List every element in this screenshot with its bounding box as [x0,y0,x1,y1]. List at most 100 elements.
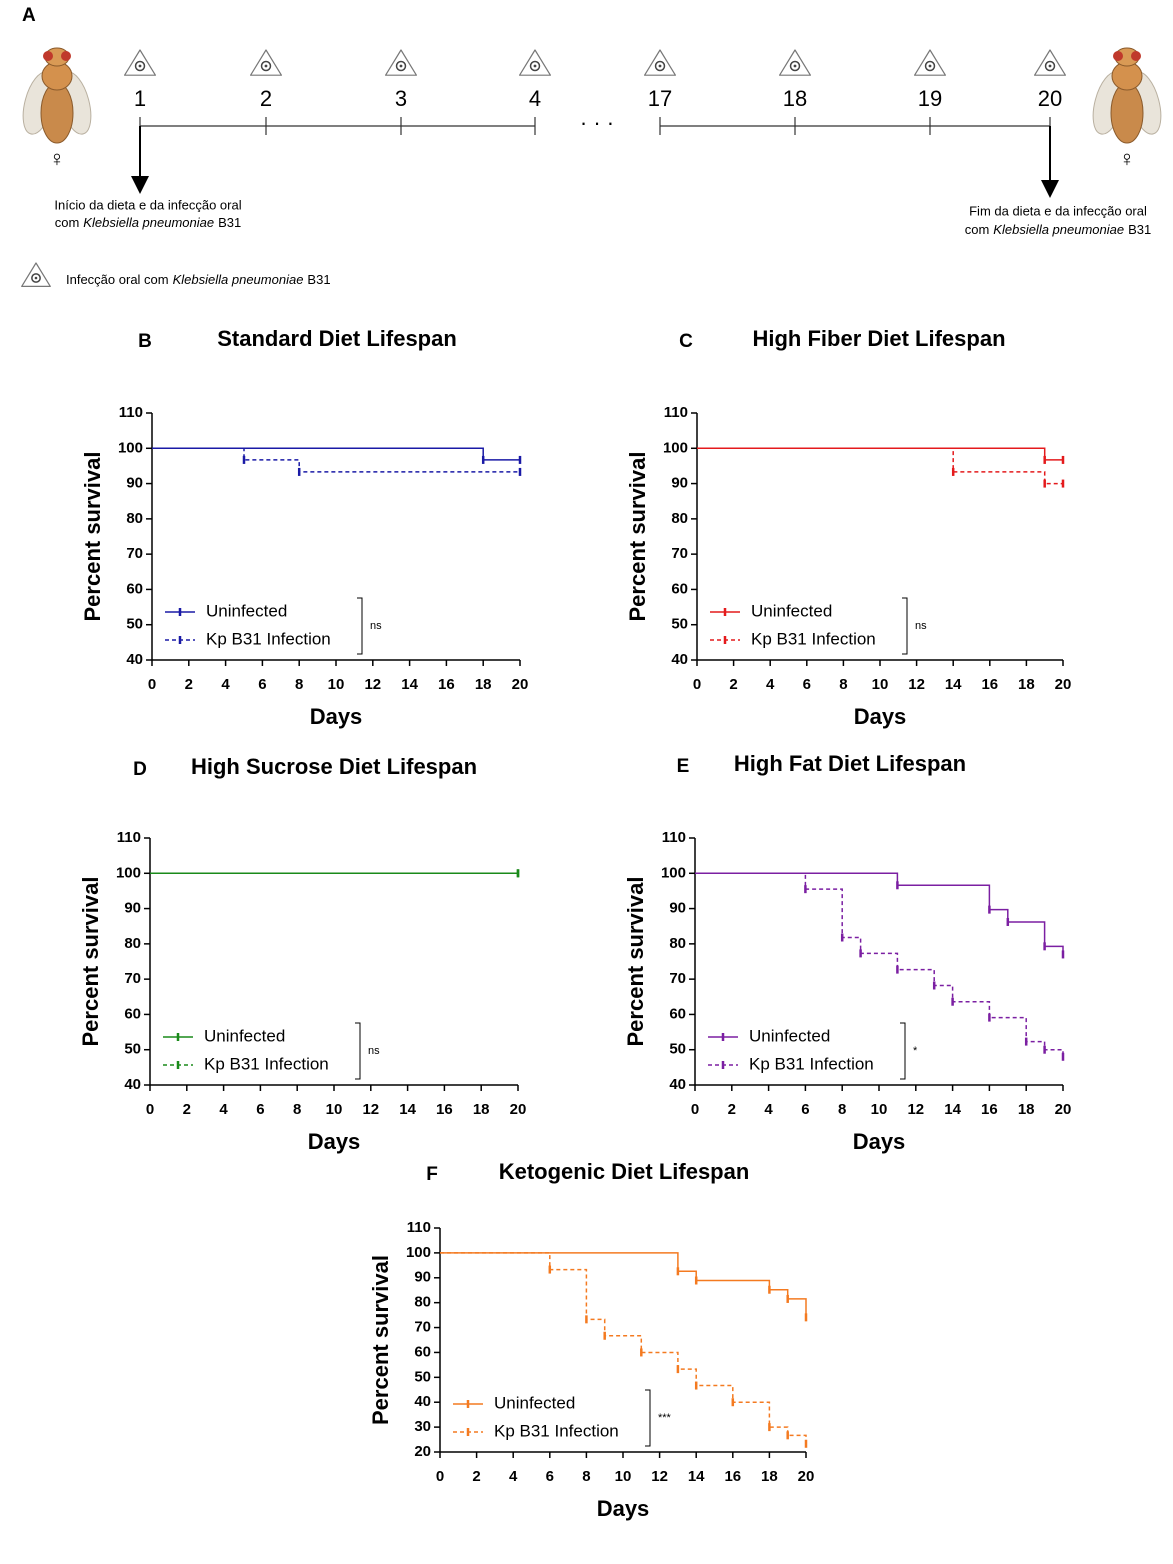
legend-label: Kp B31 Infection [749,1054,874,1073]
survival-line [440,1252,807,1318]
x-tick-label: 14 [401,676,418,693]
note-part: B31 [218,215,241,230]
y-tick-label: 40 [669,1076,686,1093]
biohazard-symbol [789,60,801,72]
x-tick-label: 10 [615,1468,632,1485]
x-tick-label: 16 [438,676,455,693]
x-axis-title: Days [308,1129,361,1154]
biohazard-symbol [533,64,537,68]
legend-label: Uninfected [206,601,287,620]
x-tick-label: 2 [183,1101,191,1118]
significance-bracket [357,597,363,655]
survival-line [695,872,1064,955]
female-symbol: ♀ [49,146,66,171]
x-tick-label: 2 [728,1101,736,1118]
biohazard-symbol [264,64,268,68]
significance-bracket [645,1389,651,1447]
x-tick-label: 10 [328,676,345,693]
biohazard-icon [1034,49,1066,76]
legend-label: Kp B31 Infection [751,629,876,648]
fly-eye [1131,51,1141,61]
y-tick-label: 30 [414,1418,431,1435]
day-label: 20 [1038,86,1062,111]
significance-bracket [900,1022,906,1080]
significance-label: *** [658,1412,672,1424]
y-tick-label: 70 [126,545,143,562]
biohazard-symbol [260,60,272,72]
biohazard-icon [385,49,417,76]
x-tick-label: 8 [582,1468,590,1485]
y-tick-label: 110 [119,404,143,421]
biohazard-symbol [399,64,403,68]
y-tick-label: 110 [664,404,688,421]
x-tick-label: 4 [764,1101,773,1118]
biohazard-symbol [134,60,146,72]
y-tick-label: 100 [661,864,686,881]
y-tick-label: 100 [118,439,143,456]
y-axis-title: Percent survival [78,877,103,1047]
y-tick-label: 90 [126,475,143,492]
y-tick-label: 80 [671,510,688,527]
x-axis-title: Days [310,704,363,729]
day-label: 3 [395,86,407,111]
y-tick-label: 60 [414,1343,431,1360]
y-tick-label: 40 [671,651,688,668]
biohazard-symbol [924,60,936,72]
x-tick-label: 18 [475,676,492,693]
x-tick-label: 18 [473,1101,490,1118]
x-tick-label: 0 [148,676,156,693]
fly-eye [43,51,53,61]
x-tick-label: 12 [908,676,925,693]
note-part: com [965,222,990,237]
y-tick-label: 50 [126,616,143,633]
x-tick-label: 10 [326,1101,343,1118]
x-tick-label: 16 [724,1468,741,1485]
female-symbol: ♀ [1119,146,1136,171]
x-tick-label: 18 [1018,676,1035,693]
x-tick-label: 2 [472,1468,480,1485]
chart-title: High Fiber Diet Lifespan [752,326,1005,351]
panel-label: B [138,331,152,352]
fly-eye [61,51,71,61]
x-tick-label: 20 [1055,676,1072,693]
x-tick-label: 0 [693,676,701,693]
y-tick-label: 70 [414,1319,431,1336]
x-axis-title: Days [853,1129,906,1154]
survival-line [697,447,1063,485]
y-tick-label: 80 [414,1294,431,1311]
panel-label: F [426,1164,438,1185]
x-tick-label: 0 [691,1101,699,1118]
note-part: Klebsiella pneumoniae [173,272,304,287]
note-text: com Klebsiella pneumoniae B31 [55,215,242,230]
significance-label: ns [370,620,382,632]
day-label: 1 [134,86,146,111]
y-tick-label: 40 [124,1076,141,1093]
y-tick-label: 50 [671,616,688,633]
y-axis-title: Percent survival [368,1255,393,1425]
significance-bracket [355,1022,361,1080]
biohazard-symbol [654,60,666,72]
y-tick-label: 20 [414,1443,431,1460]
x-tick-label: 10 [871,1101,888,1118]
survival-line [152,447,520,461]
x-tick-label: 12 [364,676,381,693]
survival-line [697,447,1063,461]
x-tick-label: 6 [256,1101,264,1118]
x-tick-label: 0 [146,1101,154,1118]
y-tick-label: 70 [669,970,686,987]
y-tick-label: 110 [407,1219,431,1236]
y-tick-label: 100 [406,1244,431,1261]
note-part: B31 [1128,222,1151,237]
biohazard-icon [124,49,156,76]
day-label: 18 [783,86,807,111]
biohazard-symbol [529,60,541,72]
y-tick-label: 80 [126,510,143,527]
y-tick-label: 100 [116,864,141,881]
y-tick-label: 60 [126,580,143,597]
x-axis-title: Days [597,1496,650,1521]
note-part: com [55,215,80,230]
panel-label: E [677,756,690,777]
legend-label: Uninfected [751,601,832,620]
fly-abdomen [40,82,74,144]
